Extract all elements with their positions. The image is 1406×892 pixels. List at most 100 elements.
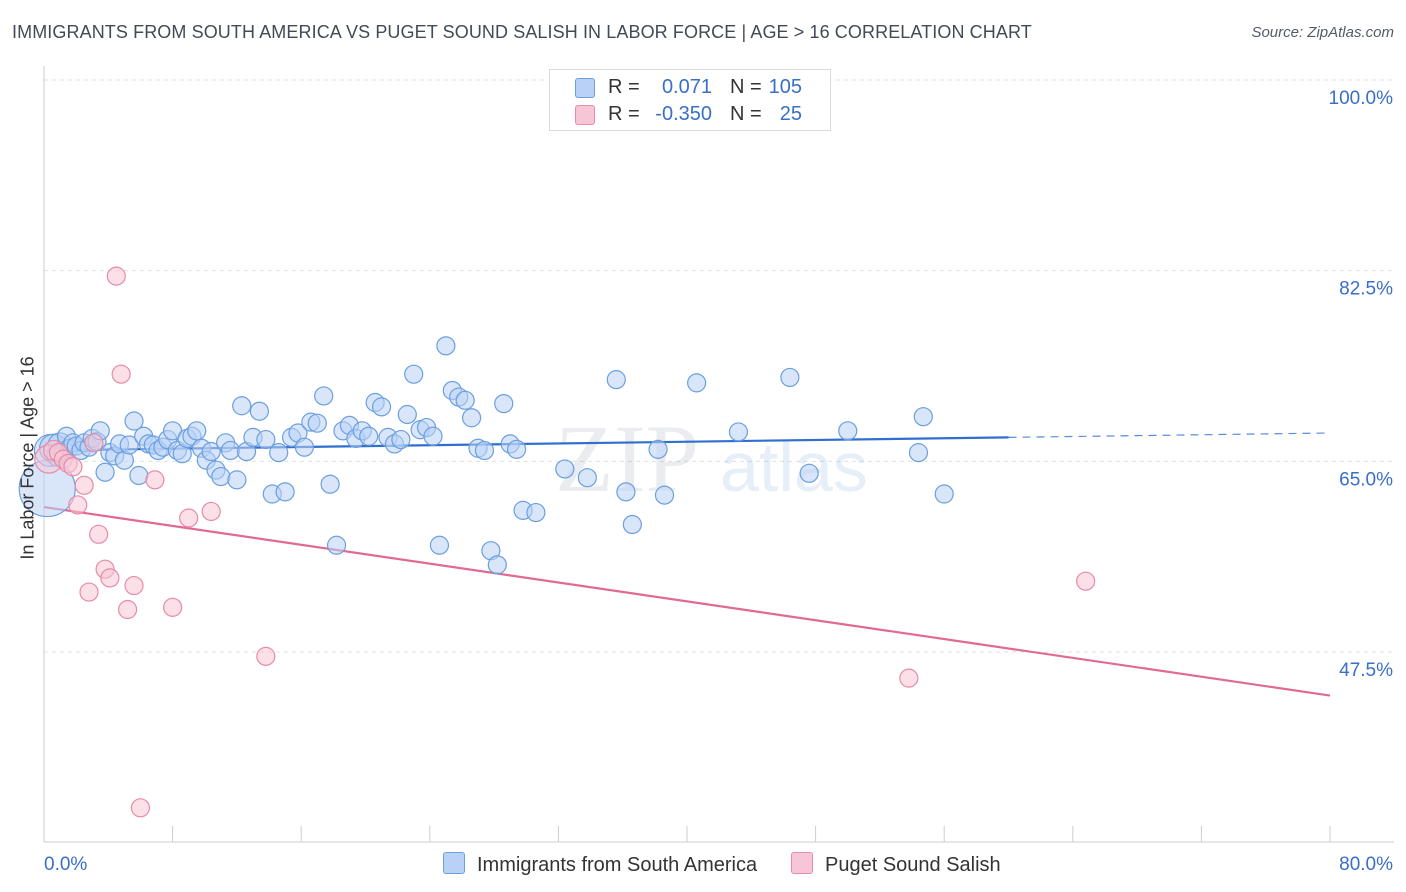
south-america-point bbox=[461, 408, 482, 428]
x-axis: 0.0% 80.0% bbox=[43, 66, 1394, 875]
puget-sound-point bbox=[117, 599, 138, 620]
south-america-point bbox=[780, 367, 800, 388]
x-tick-label: 0.0% bbox=[44, 854, 87, 875]
gridlines bbox=[44, 79, 1394, 653]
puget-sound-point bbox=[163, 597, 183, 617]
south-america-point bbox=[359, 426, 379, 446]
puget-sound-point bbox=[256, 646, 276, 666]
puget-sound-point bbox=[201, 501, 221, 522]
puget-sound-point bbox=[84, 433, 104, 453]
south-america-point bbox=[616, 482, 636, 502]
south-america-point bbox=[269, 443, 289, 463]
series-legend-south-america: Immigrants from South America bbox=[443, 852, 757, 877]
puget-sound-point bbox=[74, 475, 94, 495]
legend-r-label: R = bbox=[608, 103, 640, 125]
south-america-point bbox=[201, 441, 221, 462]
south-america-point bbox=[934, 484, 954, 504]
puget-sound-point bbox=[130, 798, 151, 818]
puget-sound-point bbox=[63, 457, 83, 477]
south-america-point bbox=[436, 336, 456, 356]
legend-n-label: N = bbox=[730, 103, 762, 125]
south-america-point bbox=[487, 555, 507, 575]
south-america-point bbox=[555, 459, 575, 479]
legend-r-value: -0.350 bbox=[655, 103, 712, 125]
south-america-point bbox=[622, 514, 642, 535]
south-america-point bbox=[606, 370, 626, 390]
legend-n-label: N = bbox=[730, 76, 762, 98]
series-legend-label: Immigrants from South America bbox=[477, 854, 758, 876]
south-america-point bbox=[799, 463, 819, 483]
south-america-point bbox=[275, 482, 295, 502]
chart-title: IMMIGRANTS FROM SOUTH AMERICA VS PUGET S… bbox=[12, 22, 1032, 42]
watermark: ZIP atlas bbox=[555, 405, 868, 512]
puget-sound-point bbox=[899, 668, 919, 688]
south-america-point bbox=[474, 440, 495, 461]
south-america-point bbox=[648, 439, 668, 459]
legend-row-south-america: R = 0.071 N = 105 bbox=[550, 74, 830, 100]
south-america-point bbox=[507, 439, 527, 459]
correlation-legend: R = 0.071 N = 105 R = -0.350 N = 25 bbox=[549, 69, 831, 131]
south-america-point bbox=[913, 407, 933, 427]
legend-swatch-pink bbox=[575, 105, 595, 125]
south-america-point bbox=[429, 535, 450, 555]
south-america-point bbox=[187, 421, 207, 441]
series-swatch-blue bbox=[443, 852, 465, 874]
south-america-point bbox=[232, 396, 252, 416]
legend-n-value: 25 bbox=[779, 103, 802, 125]
south-america-point bbox=[687, 373, 707, 393]
south-america-point bbox=[423, 426, 443, 446]
south-america-point bbox=[391, 429, 411, 450]
south-america-point bbox=[526, 502, 546, 523]
south-america-point bbox=[249, 401, 270, 421]
y-axis-labels: 100.0% 82.5% 65.0% 47.5% bbox=[1329, 88, 1394, 681]
y-axis-title: In Labor Force | Age > 16 bbox=[17, 356, 38, 560]
puget-sound-point bbox=[124, 575, 144, 596]
south-america-point bbox=[307, 413, 327, 433]
legend-swatch-blue bbox=[575, 78, 595, 98]
south-america-point bbox=[577, 468, 597, 488]
x-tick-label: 80.0% bbox=[1339, 854, 1393, 875]
south-america-point bbox=[326, 535, 347, 555]
puget-sound-point bbox=[179, 508, 199, 528]
y-tick-label: 65.0% bbox=[1339, 469, 1393, 490]
puget-sound-point bbox=[106, 266, 126, 286]
south-america-point bbox=[908, 443, 929, 463]
y-tick-label: 47.5% bbox=[1339, 660, 1393, 681]
legend-r-value: 0.071 bbox=[661, 76, 712, 98]
south-america-point bbox=[654, 485, 675, 505]
source-label: Source: ZipAtlas.com bbox=[1251, 24, 1394, 41]
puget-sound-point bbox=[111, 364, 131, 384]
series-swatch-pink bbox=[791, 852, 813, 874]
south-america-point bbox=[494, 393, 514, 414]
south-america-point bbox=[129, 465, 149, 486]
y-tick-label: 100.0% bbox=[1329, 88, 1394, 109]
south-america-point bbox=[95, 462, 115, 482]
south-america-point bbox=[404, 364, 424, 384]
south-america-point bbox=[294, 437, 315, 457]
south-america-point bbox=[256, 429, 276, 450]
south-america-point bbox=[220, 440, 241, 461]
puget-sound-point bbox=[68, 495, 88, 515]
puget-sound-point bbox=[145, 470, 165, 490]
puget-sound-trendline bbox=[43, 506, 1331, 697]
south-america-point bbox=[320, 474, 340, 494]
legend-row-puget-sound: R = -0.350 N = 25 bbox=[550, 101, 830, 127]
south-america-point bbox=[838, 421, 858, 441]
puget-sound-point bbox=[79, 582, 99, 602]
south-america-point bbox=[314, 386, 334, 406]
series-points bbox=[18, 266, 1096, 818]
puget-sound-point bbox=[100, 568, 120, 588]
series-legend-label: Puget Sound Salish bbox=[825, 854, 1001, 876]
south-america-point bbox=[119, 435, 139, 455]
legend-n-value: 105 bbox=[768, 76, 802, 98]
south-america-point bbox=[455, 390, 475, 410]
legend-r-label: R = bbox=[608, 76, 640, 98]
south-america-point bbox=[397, 404, 417, 425]
puget-sound-point bbox=[89, 524, 109, 544]
series-legend-puget-sound: Puget Sound Salish bbox=[791, 852, 1001, 877]
south-america-point bbox=[728, 422, 749, 442]
south-america-point bbox=[371, 397, 392, 417]
south-america-trendline-extension bbox=[1008, 432, 1331, 438]
south-america-point bbox=[227, 470, 247, 490]
